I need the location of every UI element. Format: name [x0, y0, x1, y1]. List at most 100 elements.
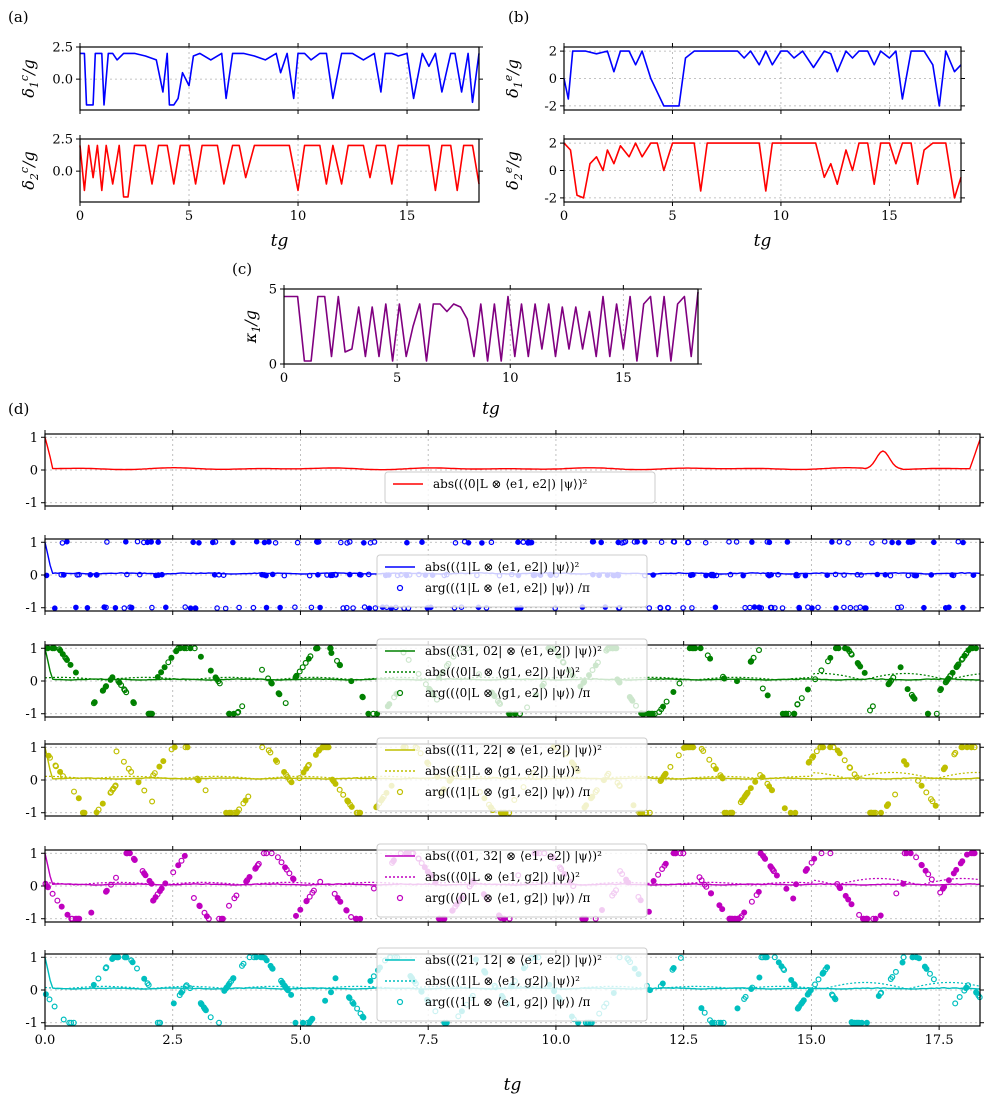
panel-d-5-phase-point: [818, 850, 825, 857]
panel-d-3-phase-point: [226, 710, 233, 717]
panel-a-2-ylabel: δ2c/g: [18, 151, 41, 189]
panel-d-2-phase-point: [343, 604, 350, 611]
panel-d-2-phase-point: [921, 604, 927, 611]
panel-d-4-phase-point: [968, 744, 975, 751]
panel-d-5-phase-point: [945, 877, 952, 884]
panel-d-5-legend: abs((⟨01, 32| ⊗ ⟨e1, e2|) |ψ⟩)² abs((⟨0|L…: [376, 843, 648, 918]
panel-d-6-phase-point: [240, 960, 247, 967]
panel-d-4-legend: abs((⟨11, 22| ⊗ ⟨e1, e2|) |ψ⟩)² abs((⟨1|L…: [376, 737, 648, 812]
panel-d-5-phase-point: [244, 877, 251, 884]
panel-c: 0 5 10 15 5 0 κ1/g: [241, 283, 702, 386]
panel-d-2-phase-point: [689, 605, 695, 611]
panel-d-4-phase-point: [332, 780, 339, 787]
panel-d-5-phase-point: [154, 891, 161, 898]
panel-d-2-phase-point: [858, 572, 864, 578]
panel-d-subplot-6: 0.0 2.5 5.0 7.5 10.0 12.5 15.0 17.5 1 0 -1 abs((⟨21…: [25, 947, 984, 1048]
panel-d-5-phase-point: [872, 915, 879, 922]
panel-d-6-phase-point: [357, 1010, 364, 1017]
panel-d-6-legend-marker: [396, 998, 404, 1006]
panel-d-3-ytick-label: -1: [25, 707, 38, 722]
panel-d-2-phase-point: [261, 539, 268, 546]
panel-d-2-phase-point: [313, 538, 320, 545]
panel-b-1-ytick-label: 2: [549, 45, 557, 60]
panel-d-4-phase-point: [79, 809, 86, 816]
panel-d-3-phase-point: [824, 658, 831, 665]
panel-d-2-phase-point: [308, 604, 315, 611]
panel-d-2-phase-point: [190, 539, 197, 546]
panel-d-5-phase-point: [181, 852, 188, 859]
panel-d-2-phase-point: [137, 571, 143, 578]
panel-d-5-phase-point: [716, 902, 723, 909]
panel-d-4-phase-point: [141, 787, 148, 794]
panel-d-6-phase-point: [263, 957, 270, 964]
panel-d-3-phase-point: [755, 647, 762, 654]
panel-d-4-legend-label: abs((⟨11, 22| ⊗ ⟨e1, e2|) |ψ⟩)²: [425, 743, 602, 757]
panel-c-xlabel: tg: [482, 399, 500, 419]
panel-d-2-ytick-label: 0: [30, 569, 38, 584]
panel-d-5-legend-marker: [396, 894, 404, 902]
panel-d-6-phase-point: [207, 1014, 214, 1021]
panel-c-xtick-label: 15: [615, 371, 632, 386]
panel-d-2-phase-point: [277, 604, 283, 611]
panel-d-2-phase-point: [253, 538, 260, 545]
panel-d-5-phase-point: [196, 903, 203, 910]
panel-d-4-phase-point: [57, 768, 64, 775]
panel-d-4-ytick-label: 1: [30, 741, 38, 756]
panel-d-6-xtick-label: 15.0: [797, 1033, 826, 1048]
panel-d-1-ytick-label: 1: [30, 431, 38, 446]
panel-d-6-phase-point: [292, 1019, 299, 1026]
panel-d-4-phase-point: [305, 761, 312, 768]
panel-d-2-phase-point: [123, 538, 129, 545]
panel-b-subplot-1: 2 0 -2 δ1e/g: [502, 43, 965, 114]
panel-a-2-xtick-label: 0: [76, 209, 84, 224]
panel-d-6-phase-point: [349, 999, 356, 1006]
panel-a-2-series-line: [79, 144, 480, 198]
panel-d-5-phase-point: [856, 911, 863, 918]
panel-d-6-phase-point: [804, 991, 811, 998]
panel-d-3-phase-point: [207, 667, 214, 674]
panel-d-3-phase-point: [299, 664, 306, 671]
panel-d-2-legend-box: [376, 554, 648, 608]
panel-d-3-phase-point: [791, 710, 798, 717]
panel-d-4-phase-point: [883, 802, 890, 809]
panel-d-3-phase-point: [704, 652, 711, 659]
panel-d-2-phase-point: [847, 604, 854, 611]
panel-d-5-phase-point: [662, 860, 669, 867]
panel-d-4-phase-point: [683, 744, 690, 751]
panel-d-5-phase-point: [170, 869, 177, 876]
panel-a-1-frame: [79, 46, 480, 111]
panel-d-2-phase-point: [889, 539, 895, 546]
panel-d-5-phase-point: [877, 912, 884, 919]
panel-d-4-phase-point: [667, 763, 674, 770]
panel-b-2-xtick-label: 15: [881, 209, 898, 224]
panel-d-5-phase-point: [893, 890, 900, 897]
panel-d-5-phase-point: [741, 909, 748, 916]
panel-b-2-series-line: [563, 142, 962, 199]
panel-d-3-phase-point: [72, 669, 79, 676]
panel-d-6-phase-point: [820, 969, 827, 976]
panel-d-4-phase-point: [288, 779, 295, 786]
panel-d-3-phase-point: [99, 687, 106, 694]
panel-d-6-legend-box: [376, 947, 648, 1022]
panel-d-3-phase-point: [334, 657, 341, 664]
panel-d-3-phase-point: [265, 675, 272, 682]
panel-d-6-xtick-label: 17.5: [925, 1033, 954, 1048]
panel-a-2-ytick-label: 2.5: [52, 133, 73, 148]
panel-d-2-phase-point: [263, 604, 270, 611]
panel-d-5-phase-point: [370, 885, 377, 892]
panel-d-5-phase-point: [124, 850, 131, 857]
panel-d-2-phase-point: [869, 539, 875, 546]
panel-d-5-phase-point: [677, 850, 684, 857]
panel-d-4-phase-point: [336, 786, 343, 793]
panel-d-5-phase-point: [343, 907, 350, 914]
panel-d-4-phase-point: [846, 764, 853, 771]
panel-d-4-phase-point: [757, 771, 764, 778]
panel-d-4-phase-point: [344, 798, 351, 805]
panel-d-6-ytick-label: 0: [30, 984, 38, 999]
panel-d-3-ytick-label: 1: [30, 642, 38, 657]
panel-d-4-phase-point: [723, 809, 730, 816]
panel-d-4-phase-point: [817, 744, 824, 751]
panel-d-2-phase-point: [598, 539, 605, 546]
panel-c-ytick-label: 0: [269, 358, 277, 373]
